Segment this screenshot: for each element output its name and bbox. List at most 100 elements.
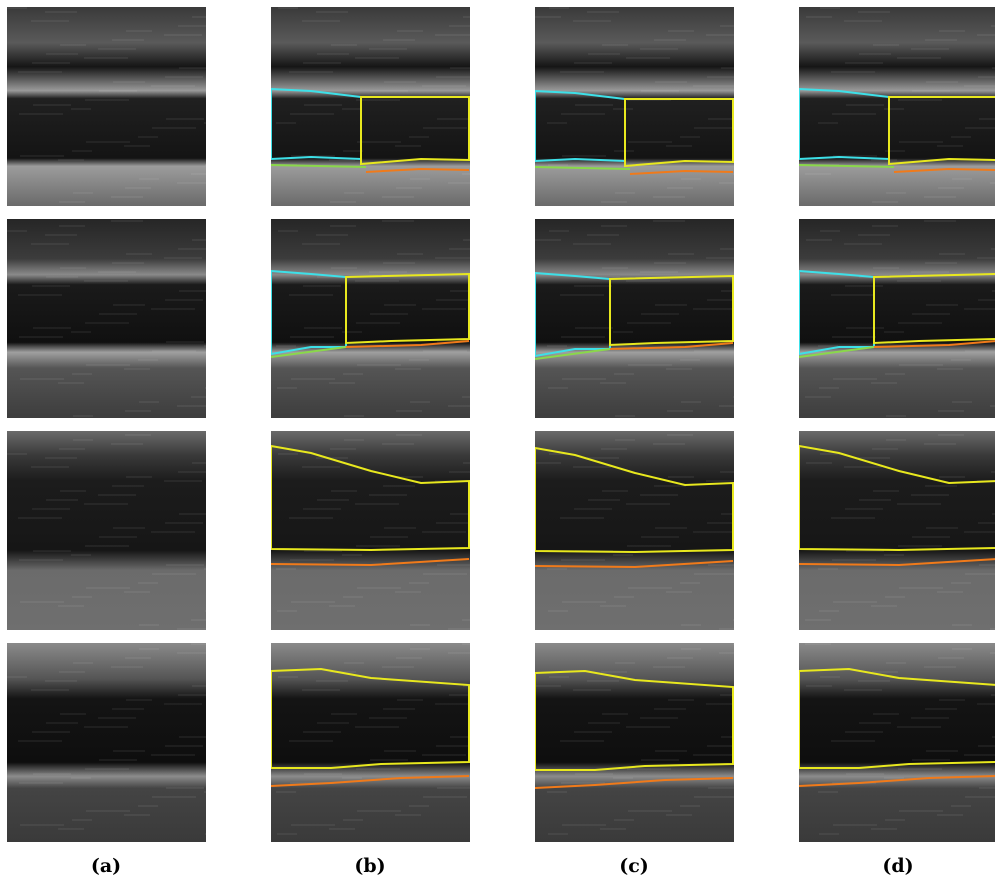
speckle — [938, 410, 964, 412]
speckle — [885, 819, 905, 821]
speckle — [588, 722, 620, 724]
speckle — [58, 382, 84, 384]
speckle — [125, 434, 151, 436]
speckle — [290, 336, 334, 338]
speckle — [561, 336, 605, 338]
speckle — [641, 313, 679, 315]
speckle — [192, 462, 218, 464]
speckle — [614, 596, 634, 598]
speckle — [356, 545, 400, 547]
speckle — [885, 373, 905, 375]
speckle — [549, 7, 569, 9]
speckle — [384, 81, 416, 83]
speckle — [938, 434, 964, 436]
speckle — [952, 401, 972, 403]
speckle — [303, 62, 341, 64]
speckle — [151, 85, 195, 87]
speckle — [613, 554, 633, 556]
speckle — [965, 127, 995, 129]
speckle — [32, 508, 70, 510]
ultrasound-image — [7, 7, 225, 206]
speckle — [19, 559, 63, 561]
speckle — [833, 824, 877, 826]
speckle — [573, 689, 611, 691]
speckle — [289, 71, 333, 73]
speckle — [410, 178, 430, 180]
speckle — [278, 230, 298, 232]
speckle — [450, 513, 482, 515]
speckle — [706, 34, 744, 36]
speckle — [72, 373, 92, 375]
speckle — [587, 680, 619, 682]
image-background — [271, 7, 470, 206]
speckle — [73, 192, 93, 194]
speckle — [422, 308, 466, 310]
speckle — [574, 285, 612, 287]
speckle — [276, 122, 296, 124]
speckle — [303, 285, 341, 287]
ultrasound-image — [535, 431, 759, 630]
speckle — [694, 796, 738, 798]
speckle — [626, 280, 670, 282]
speckle — [653, 220, 685, 222]
speckle — [694, 573, 738, 575]
speckle — [872, 448, 898, 450]
speckle — [152, 127, 196, 129]
speckle — [111, 443, 143, 445]
speckle — [818, 122, 838, 124]
speckle — [192, 239, 218, 241]
speckle — [924, 666, 956, 668]
speckle — [31, 243, 69, 245]
speckle — [84, 280, 128, 282]
speckle — [719, 652, 751, 654]
speckle — [370, 313, 408, 315]
speckle — [138, 805, 158, 807]
speckle — [19, 336, 63, 338]
speckle — [965, 573, 995, 575]
speckle — [707, 299, 745, 301]
speckle — [560, 740, 604, 742]
speckle — [844, 689, 882, 691]
speckle — [383, 262, 415, 264]
speckle — [628, 587, 672, 589]
image-background — [271, 643, 470, 842]
speckle — [423, 573, 467, 575]
speckle — [7, 230, 27, 232]
speckle — [926, 527, 958, 529]
speckle — [86, 810, 130, 812]
speckle — [926, 81, 958, 83]
speckle — [979, 118, 995, 120]
speckle — [573, 243, 611, 245]
speckle — [277, 387, 297, 389]
speckle — [872, 201, 898, 203]
speckle — [926, 750, 958, 752]
speckle — [409, 136, 429, 138]
speckle — [72, 819, 92, 821]
ultrasound-image — [7, 219, 225, 418]
speckle — [316, 680, 348, 682]
speckle — [344, 415, 364, 417]
speckle — [977, 257, 995, 259]
speckle — [924, 196, 956, 198]
speckle — [668, 30, 694, 32]
speckle — [573, 466, 611, 468]
speckle — [99, 759, 137, 761]
speckle — [59, 201, 85, 203]
speckle — [177, 405, 209, 407]
speckle — [937, 591, 963, 593]
speckle — [720, 25, 752, 27]
speckle — [820, 7, 840, 9]
speckle — [911, 271, 949, 273]
speckle — [707, 522, 745, 524]
speckle — [204, 568, 224, 570]
speckle — [33, 550, 71, 552]
speckle — [450, 736, 482, 738]
speckle — [654, 262, 686, 264]
speckle — [317, 499, 349, 501]
speckle — [395, 591, 421, 593]
speckle — [84, 503, 128, 505]
speckle — [535, 16, 561, 18]
speckle — [369, 717, 407, 719]
speckle — [344, 439, 364, 441]
speckle — [31, 20, 69, 22]
